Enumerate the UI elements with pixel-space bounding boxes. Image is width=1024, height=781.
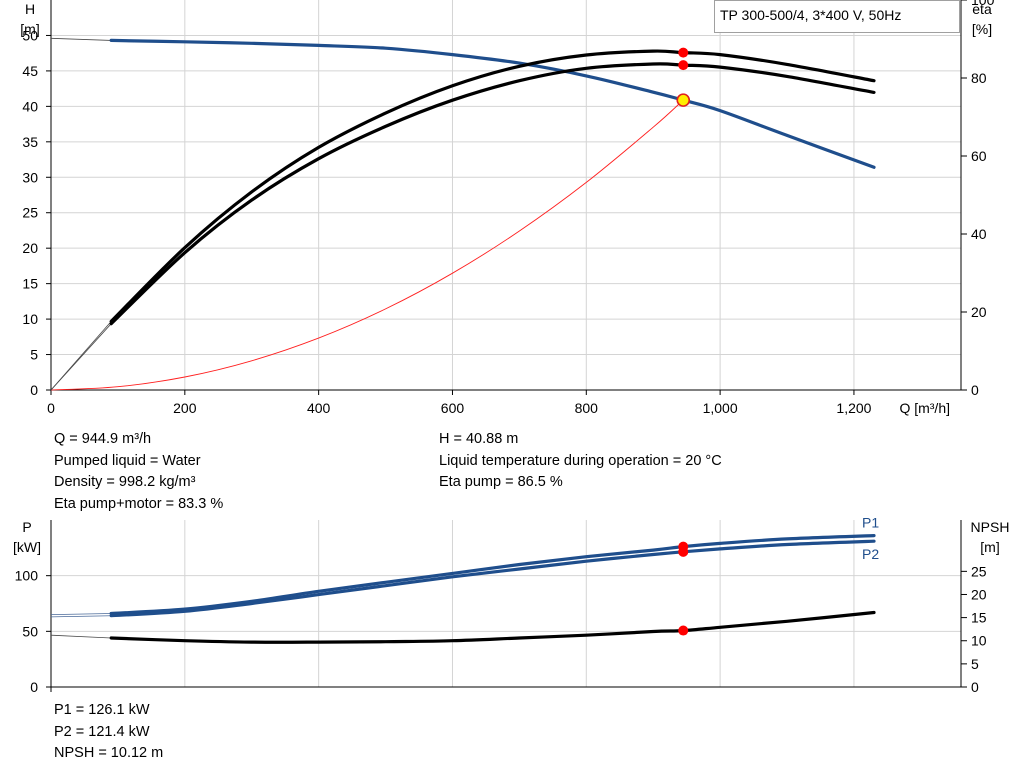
info-head: H = 40.88 m xyxy=(439,431,519,447)
power-y-right-tick-label: 15 xyxy=(971,610,987,626)
hq-y-left-tick-label: 0 xyxy=(30,382,38,398)
power-y-right-label: [m] xyxy=(980,539,999,555)
power-y-right-tick-label: 5 xyxy=(971,656,979,672)
p2-series-label: P2 xyxy=(862,546,879,562)
hq-y-right-tick-label: 60 xyxy=(971,148,987,164)
hq-y-left-label: H xyxy=(25,1,35,17)
hq-y-right-label: eta xyxy=(972,1,992,17)
power-y-right-tick-label: 20 xyxy=(971,586,987,602)
info-p1: P1 = 126.1 kW xyxy=(54,702,150,718)
power-curve-extension xyxy=(50,615,112,618)
info-flow: Q = 944.9 m³/h xyxy=(54,431,152,447)
p2-curve xyxy=(109,539,876,618)
hq-y-left-tick-label: 50 xyxy=(22,27,38,43)
power-y-left-tick-label: 0 xyxy=(30,679,38,695)
power-operating-point xyxy=(678,546,689,557)
power-y-right-tick-label: 10 xyxy=(971,633,987,649)
info-npsh: NPSH = 10.12 m xyxy=(54,745,164,761)
info-density: Density = 998.2 kg/m³ xyxy=(54,474,196,490)
hq-y-right-label: [%] xyxy=(972,21,992,37)
info-liquid-temperature: Liquid temperature during operation = 20… xyxy=(439,452,722,469)
hq-y-left-tick-label: 35 xyxy=(22,134,38,150)
power-y-right-tick-label: 0 xyxy=(971,679,979,695)
hq-y-right-tick-label: 40 xyxy=(971,226,987,242)
hq-y-left-tick-label: 10 xyxy=(22,311,38,327)
x-tick-label: 800 xyxy=(575,400,599,416)
power-y-right-label: NPSH xyxy=(971,519,1010,535)
info-eta-total: Eta pump+motor = 83.3 % xyxy=(54,495,224,512)
x-tick-label: 0 xyxy=(47,400,55,416)
x-tick-label: 1,200 xyxy=(836,400,871,416)
power-y-left-tick-label: 50 xyxy=(22,623,38,639)
eta-pump-operating-point xyxy=(678,47,689,58)
hq-y-left-tick-label: 20 xyxy=(22,240,38,256)
chart-title: TP 300-500/4, 3*400 V, 50Hz xyxy=(720,7,901,23)
power-y-right-tick-label: 25 xyxy=(971,563,987,579)
eta-curve xyxy=(109,62,876,326)
hq-y-left-label: [m] xyxy=(20,21,39,37)
hq-y-left-tick-label: 30 xyxy=(22,169,38,185)
info-p2: P2 = 121.4 kW xyxy=(54,723,150,740)
x-tick-label: 600 xyxy=(441,400,465,416)
x-tick-label: 1,000 xyxy=(703,400,738,416)
power-y-left-label: P xyxy=(22,519,31,535)
info-bottom: P1 = 126.1 kW P2 = 121.4 kW NPSH = 10.12… xyxy=(54,700,163,765)
hq-y-right-tick-label: 0 xyxy=(971,382,979,398)
hq-y-right-tick-label: 80 xyxy=(971,70,987,86)
hq-y-left-tick-label: 15 xyxy=(22,276,38,292)
npsh-curve-extension xyxy=(50,634,112,639)
chart-title-box xyxy=(714,0,960,33)
x-axis-label: Q [m³/h] xyxy=(899,400,950,416)
power-y-left-tick-label: 100 xyxy=(15,568,39,584)
hq-y-left-tick-label: 25 xyxy=(22,205,38,221)
p1-series-label: P1 xyxy=(862,515,879,531)
hq-y-right-tick-label: 20 xyxy=(971,304,987,320)
power-curve-extension xyxy=(50,613,112,616)
hq-y-left-tick-label: 40 xyxy=(22,98,38,114)
npsh-curve xyxy=(109,610,876,644)
info-pumped-liquid: Pumped liquid = Water xyxy=(54,452,201,469)
info-eta-pump: Eta pump = 86.5 % xyxy=(439,474,563,490)
info-top-right: H = 40.88 m Liquid temperature during op… xyxy=(439,429,722,494)
info-top-left: Q = 944.9 m³/h Pumped liquid = Water Den… xyxy=(54,429,223,515)
head-curve-extension xyxy=(50,37,112,41)
eta-curve xyxy=(109,49,876,323)
head-curve xyxy=(109,38,876,169)
x-tick-label: 400 xyxy=(307,400,331,416)
eta-curve-extension xyxy=(50,323,112,391)
eta-total-operating-point xyxy=(678,60,689,71)
p1-curve xyxy=(109,534,876,616)
hq-y-left-tick-label: 45 xyxy=(22,63,38,79)
head-operating-point xyxy=(676,93,691,107)
system-curve xyxy=(50,99,684,391)
power-y-left-label: [kW] xyxy=(13,539,41,555)
hq-y-right-tick-label: 100 xyxy=(971,0,995,8)
hq-y-left-tick-label: 5 xyxy=(30,347,38,363)
x-tick-label: 200 xyxy=(173,400,197,416)
npsh-operating-point xyxy=(678,625,689,636)
